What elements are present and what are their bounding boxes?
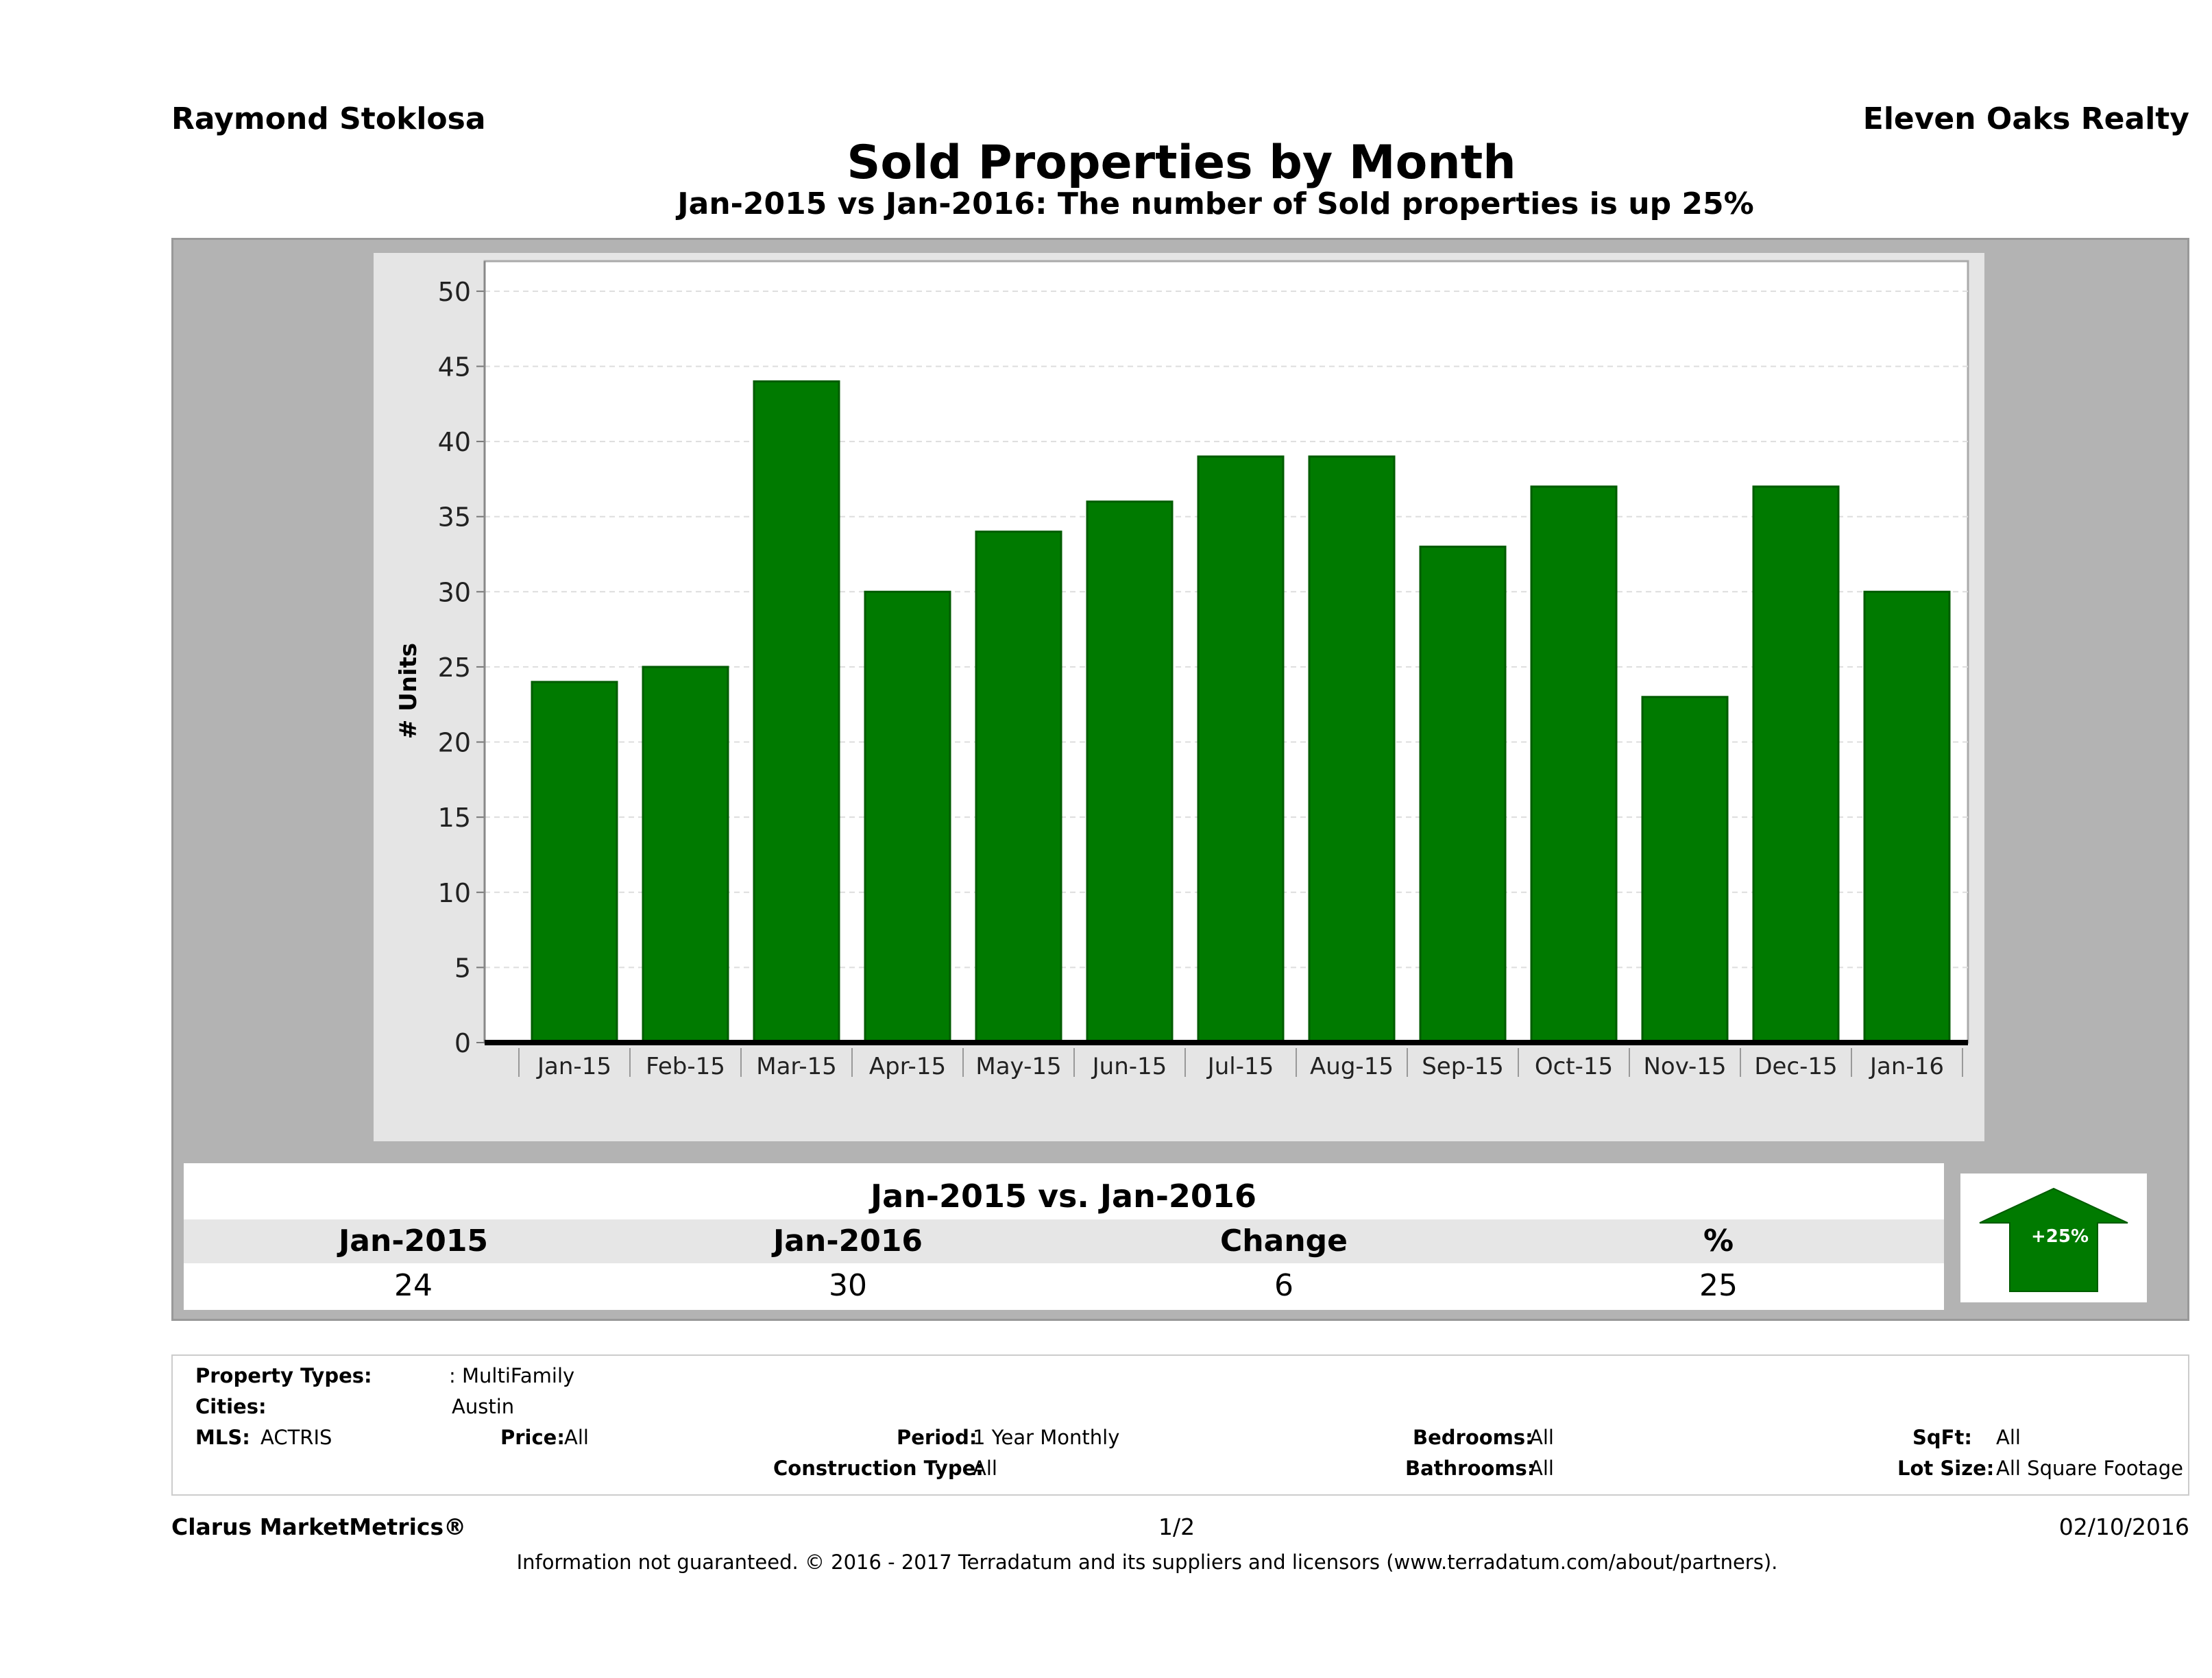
summary-value-jan2016: 30: [829, 1268, 867, 1303]
page-subtitle: Jan-2015 vs Jan-2016: The number of Sold…: [677, 186, 1754, 221]
construction-type-value: All: [973, 1457, 997, 1480]
period-label: Period:: [897, 1426, 977, 1449]
bar: [753, 380, 840, 1044]
y-tick-label: 35: [438, 502, 471, 533]
bar: [531, 681, 618, 1044]
summary-header-jan2015: Jan-2015: [338, 1224, 489, 1258]
x-tick-label: Oct-15: [1535, 1053, 1613, 1080]
y-tick-label: 40: [438, 427, 471, 457]
y-tick-label: 20: [438, 728, 471, 758]
x-tick-label: May-15: [975, 1053, 1061, 1080]
summary-value-change: 6: [1274, 1268, 1293, 1303]
bar: [642, 666, 729, 1044]
bar: [1530, 485, 1618, 1044]
y-tick-label: 50: [438, 277, 471, 307]
x-tick-label: Jan-16: [1869, 1053, 1944, 1080]
y-tick-label: 0: [454, 1028, 471, 1058]
bar-chart: 0 5 10 15 20 25 30 35 40 45 50 # Units Jan-15 Feb-15 M…: [395, 260, 1969, 1080]
period-value: 1 Year Monthly: [973, 1426, 1120, 1449]
summary-header-jan2016: Jan-2016: [773, 1224, 923, 1258]
bedrooms-label: Bedrooms:: [1413, 1426, 1533, 1449]
bar: [1197, 455, 1285, 1044]
x-tick-label: Aug-15: [1310, 1053, 1394, 1080]
x-tick-label: Dec-15: [1754, 1053, 1837, 1080]
bedrooms-value: All: [1529, 1426, 1554, 1449]
cities-label: Cities:: [195, 1395, 267, 1418]
bar: [975, 531, 1062, 1044]
y-tick-label: 45: [438, 352, 471, 382]
y-tick-label: 15: [438, 803, 471, 833]
price-value: All: [564, 1426, 589, 1449]
disclaimer: Information not guaranteed. © 2016 - 201…: [516, 1551, 1778, 1574]
bar: [864, 590, 951, 1044]
search-criteria-panel: [171, 1354, 2189, 1496]
x-tick-label: Nov-15: [1644, 1053, 1727, 1080]
cities-value: Austin: [452, 1395, 515, 1418]
y-tick-label: 5: [454, 953, 471, 983]
x-tick-label: Jul-15: [1206, 1053, 1274, 1080]
y-tick-label: 30: [438, 577, 471, 607]
bathrooms-label: Bathrooms:: [1405, 1457, 1535, 1480]
page-title: Sold Properties by Month: [847, 136, 1516, 190]
brokerage-name: Eleven Oaks Realty: [1862, 101, 2189, 136]
sqft-label: SqFt:: [1912, 1426, 1972, 1449]
x-tick-label: Apr-15: [869, 1053, 946, 1080]
construction-type-label: Construction Type:: [773, 1457, 984, 1480]
agent-name: Raymond Stoklosa: [171, 101, 486, 136]
trend-percent-label: +25%: [2030, 1226, 2089, 1247]
summary-title: Jan-2015 vs. Jan-2016: [871, 1178, 1256, 1215]
summary-title-row: [195, 1174, 1932, 1217]
property-types-value: : MultiFamily: [449, 1364, 575, 1387]
x-tick-label: Jun-15: [1091, 1053, 1167, 1080]
y-tick-label: 25: [438, 653, 471, 683]
summary-value-row: [195, 1267, 1932, 1306]
summary-value-jan2015: 24: [394, 1268, 433, 1303]
up-arrow-icon: [1979, 1187, 2128, 1292]
summary-header-percent: %: [1703, 1224, 1734, 1258]
mls-value: ACTRIS: [260, 1426, 332, 1449]
bar: [1086, 500, 1174, 1044]
summary-header-row: [184, 1219, 1944, 1263]
price-label: Price:: [500, 1426, 565, 1449]
summary-value-percent: 25: [1699, 1268, 1738, 1303]
bar: [1419, 546, 1507, 1044]
bar: [1752, 485, 1840, 1044]
summary-header-change: Change: [1220, 1224, 1348, 1258]
lot-size-value: All Square Footage: [1996, 1457, 2184, 1480]
property-types-label: Property Types:: [195, 1364, 372, 1387]
bar: [1863, 590, 1951, 1044]
bathrooms-value: All: [1529, 1457, 1554, 1480]
bar: [1308, 455, 1396, 1044]
x-tick-label: Sep-15: [1422, 1053, 1504, 1080]
sqft-value: All: [1996, 1426, 2021, 1449]
bar: [1641, 696, 1729, 1044]
y-tick-label: 10: [438, 878, 471, 908]
footer-brand: Clarus MarketMetrics®: [171, 1513, 467, 1540]
report-date: 02/10/2016: [2058, 1513, 2189, 1540]
mls-label: MLS:: [195, 1426, 250, 1449]
x-tick-label: Feb-15: [646, 1053, 725, 1080]
lot-size-label: Lot Size:: [1897, 1457, 1995, 1480]
page-number: 1/2: [1158, 1513, 1195, 1540]
x-tick-label: Jan-15: [536, 1053, 611, 1080]
y-axis-label: # Units: [395, 643, 422, 739]
x-tick-label: Mar-15: [756, 1053, 837, 1080]
